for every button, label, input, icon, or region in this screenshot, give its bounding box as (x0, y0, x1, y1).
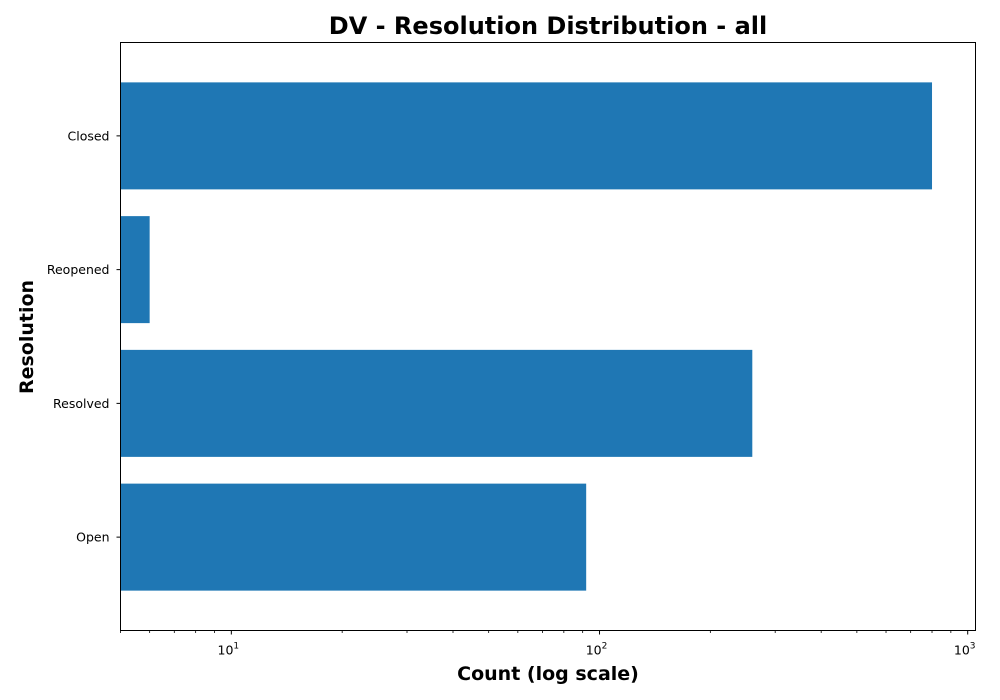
y-axis-label: Resolution (16, 280, 38, 394)
x-tick-label: 102 (586, 642, 608, 658)
bar-resolved (120, 349, 753, 457)
y-tick-label: Reopened (47, 262, 110, 277)
x-tick-label: 101 (218, 642, 240, 658)
y-tick-label: Resolved (53, 396, 109, 411)
x-tick-label: 103 (954, 642, 976, 658)
x-axis-label: Count (log scale) (457, 663, 639, 685)
x-axis-ticks: 101 102 103 (120, 630, 976, 658)
bar-closed (120, 82, 933, 190)
chart-title: DV - Resolution Distribution - all (329, 12, 767, 40)
y-axis-ticks: Closed Reopened Resolved Open (47, 128, 121, 545)
bar-open (120, 483, 587, 591)
bar-reopened (120, 216, 150, 324)
y-tick-label: Closed (68, 128, 110, 143)
y-tick-label: Open (76, 530, 109, 545)
plot-area-frame (120, 42, 976, 631)
bars-group (120, 82, 933, 591)
